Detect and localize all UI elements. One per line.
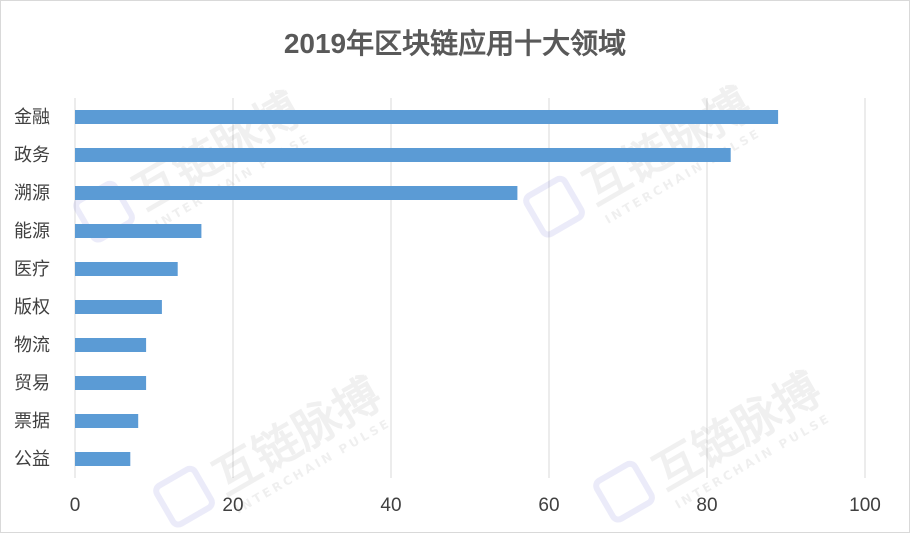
tick-labels: 0 20 40 60 80 100 [70,495,881,516]
tick-label-5: 100 [849,495,881,516]
tick-label-0: 0 [70,495,81,516]
watermark-logo-icon [593,460,655,523]
bar-0 [75,110,779,124]
bars [75,110,779,466]
bar-7 [75,376,147,390]
bar-9 [75,452,131,466]
bar-1 [75,148,731,162]
category-label-9: 公益 [14,449,50,470]
tick-label-2: 40 [380,495,401,516]
bar-5 [75,300,162,314]
bar-4 [75,262,178,276]
category-label-1: 政务 [14,145,50,166]
category-label-2: 溯源 [14,183,50,204]
bar-8 [75,414,139,428]
tick-label-1: 20 [222,495,243,516]
bar-2 [75,186,518,200]
chart-title: 2019年区块链应用十大领域 [283,28,627,59]
watermark-logo-icon [153,465,215,528]
category-label-8: 票据 [14,411,50,432]
watermark-logo-icon [523,175,585,238]
tick-label-3: 60 [538,495,559,516]
category-label-4: 医疗 [14,259,50,280]
bar-6 [75,338,147,352]
category-label-6: 物流 [14,335,50,356]
bar-3 [75,224,202,238]
tick-label-4: 80 [696,495,717,516]
category-label-3: 能源 [14,221,50,242]
category-label-5: 版权 [14,297,50,318]
category-label-7: 贸易 [14,373,50,394]
category-label-0: 金融 [14,107,50,128]
